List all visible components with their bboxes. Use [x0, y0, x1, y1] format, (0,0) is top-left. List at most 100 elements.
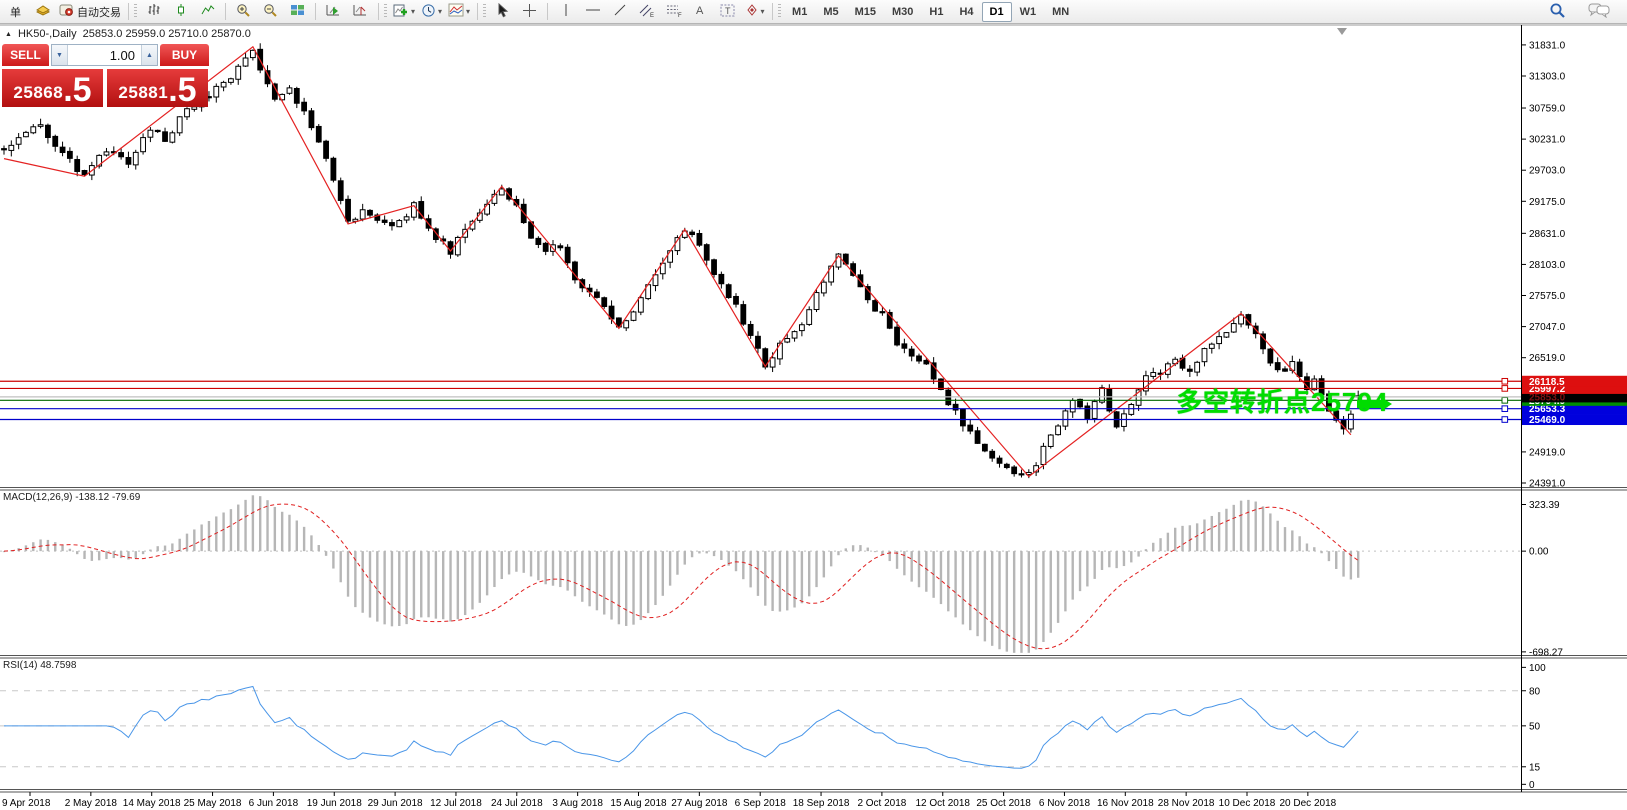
text-label-tool[interactable]: T: [714, 1, 741, 23]
equidistant-channel-tool[interactable]: E: [633, 1, 660, 23]
zoom-in-icon: [236, 3, 251, 21]
candle-body: [301, 101, 308, 112]
chart-shift-icon: [353, 3, 368, 20]
sell-price[interactable]: 25868 .5: [2, 67, 103, 107]
line-chart-button[interactable]: [194, 1, 221, 23]
svg-text:27575.0: 27575.0: [1529, 291, 1566, 302]
candle-body: [323, 140, 329, 159]
svg-text:12 Jul 2018: 12 Jul 2018: [430, 798, 482, 809]
autotrading-button[interactable]: 自动交易: [56, 1, 124, 23]
candle-body: [345, 198, 351, 222]
date-axis[interactable]: 9 Apr 2018 2 May 2018 14 May 2018 25 May 20…: [2, 792, 1337, 809]
candle-body: [315, 125, 322, 143]
horizontal-line-tool[interactable]: [579, 1, 606, 23]
tab-d1[interactable]: D1: [981, 1, 1012, 22]
level-line-handle[interactable]: [1501, 385, 1509, 392]
tile-windows-icon: [290, 3, 305, 20]
toolbar-separator: [477, 3, 479, 20]
tab-m15[interactable]: M15: [854, 5, 877, 18]
candle-body: [1318, 378, 1325, 396]
svg-text:20 Dec 2018: 20 Dec 2018: [1279, 798, 1336, 809]
new-order-button[interactable]: 单: [2, 1, 29, 23]
zigzag-line[interactable]: [3, 45, 1352, 478]
buy-price[interactable]: 25881 .5: [107, 67, 208, 107]
one-click-trade-panel: SELL ▼ 1.00 ▲ BUY 25868 .5 25881 .5: [2, 44, 209, 107]
volume-increase-button[interactable]: ▲: [141, 45, 157, 65]
candle-body: [1091, 401, 1098, 419]
candle-body: [623, 320, 630, 329]
new-order-label: 单: [10, 6, 21, 19]
sell-button[interactable]: SELL: [2, 44, 49, 66]
candle-body: [1282, 368, 1288, 372]
annotation-arrow-icon[interactable]: [1357, 397, 1392, 411]
text-tool[interactable]: A: [687, 1, 714, 23]
candle-body: [506, 188, 512, 200]
level-lines: [0, 377, 1521, 423]
history-center-button[interactable]: [29, 1, 56, 23]
candlestick-chart-button[interactable]: [167, 1, 194, 23]
tab-m1[interactable]: M1: [792, 5, 808, 18]
candle-body: [330, 157, 337, 181]
chat-button[interactable]: [1585, 1, 1613, 23]
candle-body: [996, 457, 1003, 464]
chart-shift-button[interactable]: [347, 1, 374, 23]
candle-body: [374, 214, 381, 221]
tab-m5[interactable]: M5: [823, 5, 839, 18]
tab-h1[interactable]: H1: [929, 5, 944, 18]
level-line-handle[interactable]: [1501, 405, 1509, 412]
cursor-button[interactable]: [489, 1, 516, 23]
chart-shift-marker[interactable]: [1337, 28, 1347, 35]
zoom-out-button[interactable]: [257, 1, 284, 23]
level-line-handle[interactable]: [1501, 377, 1509, 385]
new-chart-button[interactable]: ▾: [390, 1, 418, 23]
crosshair-button[interactable]: [516, 1, 543, 23]
vertical-line-tool[interactable]: [552, 1, 579, 23]
auto-scroll-icon: [326, 3, 341, 20]
search-button[interactable]: [1546, 1, 1573, 23]
candle-body: [103, 151, 110, 156]
zoom-out-icon: [263, 3, 278, 21]
fibonacci-tool[interactable]: F: [660, 1, 687, 23]
level-line-handle[interactable]: [1501, 397, 1509, 404]
volume-input[interactable]: 1.00: [109, 48, 135, 63]
candle-body: [1077, 398, 1083, 408]
tab-mn[interactable]: MN: [1052, 5, 1070, 18]
auto-scroll-button[interactable]: [320, 1, 347, 23]
svg-text:6 Jun 2018: 6 Jun 2018: [249, 798, 299, 809]
price-axis[interactable]: 31831.0 31303.0 30759.0 30231.0 29703.0 29175…: [1521, 25, 1627, 792]
tile-windows-button[interactable]: [284, 1, 311, 23]
candle-body: [718, 273, 725, 285]
line-chart-icon: [201, 3, 215, 20]
tab-m30[interactable]: M30: [892, 5, 914, 18]
sell-price-frac: .5: [63, 71, 92, 110]
candle-body: [513, 198, 520, 206]
candle-body: [711, 259, 717, 275]
level-price-tag: [1522, 391, 1627, 403]
svg-text:80: 80: [1529, 686, 1541, 697]
svg-text:323.39: 323.39: [1529, 500, 1560, 511]
buy-button[interactable]: BUY: [160, 44, 209, 66]
svg-text:A: A: [696, 5, 704, 17]
arrows-tool[interactable]: ▾: [741, 1, 768, 23]
volume-decrease-button[interactable]: ▼: [52, 45, 68, 65]
toolbar-separator: [225, 3, 226, 20]
profiles-button[interactable]: ▾: [418, 1, 445, 23]
dropdown-caret: ▾: [760, 6, 765, 16]
zoom-in-button[interactable]: [230, 1, 257, 23]
candle-body: [169, 132, 176, 143]
candle-body: [981, 443, 988, 452]
tab-w1[interactable]: W1: [1019, 5, 1037, 18]
candle-body: [630, 311, 637, 321]
bar-chart-button[interactable]: [140, 1, 167, 23]
svg-text:25997.2: 25997.2: [1529, 384, 1566, 395]
tab-h4[interactable]: H4: [959, 5, 974, 18]
candle-body: [835, 253, 842, 268]
candle-body: [960, 409, 966, 427]
annotation-text[interactable]: 多空转折点25794: [1176, 387, 1389, 417]
svg-text:30231.0: 30231.0: [1529, 135, 1566, 146]
indicators-button[interactable]: ▾: [445, 1, 473, 23]
trendline-tool[interactable]: [606, 1, 633, 23]
level-line-handle[interactable]: [1501, 416, 1509, 423]
candle-body: [740, 304, 747, 325]
